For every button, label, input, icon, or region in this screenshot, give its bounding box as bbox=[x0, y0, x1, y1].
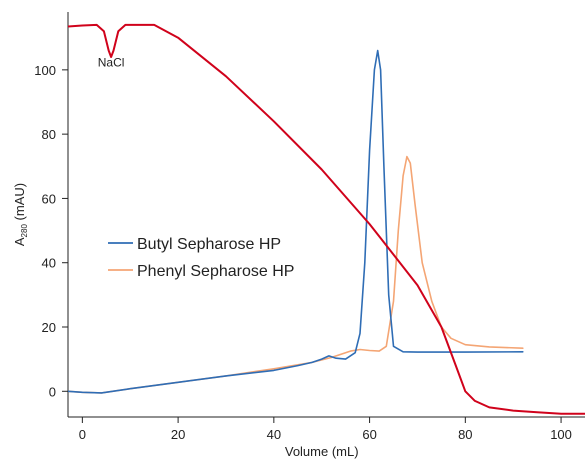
axes: 0 20 40 60 80 100 0 20 40 60 80 100 bbox=[34, 12, 585, 442]
legend-label: Phenyl Sepharose HP bbox=[137, 263, 294, 280]
x-tick-label: 60 bbox=[362, 427, 376, 442]
x-tick-label: 100 bbox=[550, 427, 572, 442]
nacl-annotation: NaCl bbox=[98, 56, 125, 70]
y-axis-label-unit: (mAU) bbox=[12, 183, 27, 224]
y-axis-label: A280 (mAU) bbox=[12, 183, 29, 246]
series-line-nacl bbox=[68, 23, 585, 415]
series-line-butyl-sepharose-hp bbox=[68, 49, 524, 394]
x-axis-label: Volume (mL) bbox=[285, 444, 359, 459]
x-tick-label: 80 bbox=[458, 427, 472, 442]
y-tick-label: 60 bbox=[42, 191, 56, 206]
x-tick-label: 40 bbox=[267, 427, 281, 442]
x-tick-label: 0 bbox=[79, 427, 86, 442]
legend: Butyl Sepharose HP Phenyl Sepharose HP bbox=[108, 236, 294, 280]
x-tick-label: 20 bbox=[171, 427, 185, 442]
x-ticks: 0 20 40 60 80 100 bbox=[79, 417, 572, 442]
y-tick-label: 80 bbox=[42, 127, 56, 142]
y-tick-label: 20 bbox=[42, 320, 56, 335]
y-ticks: 0 20 40 60 80 100 bbox=[34, 63, 68, 399]
y-tick-label: 0 bbox=[49, 384, 56, 399]
y-axis-label-subscript: 280 bbox=[20, 224, 29, 238]
legend-label: Butyl Sepharose HP bbox=[137, 236, 281, 253]
y-tick-label: 100 bbox=[34, 63, 56, 78]
y-axis-label-main: A bbox=[12, 237, 27, 246]
series-layer bbox=[68, 23, 585, 415]
y-tick-label: 40 bbox=[42, 256, 56, 271]
